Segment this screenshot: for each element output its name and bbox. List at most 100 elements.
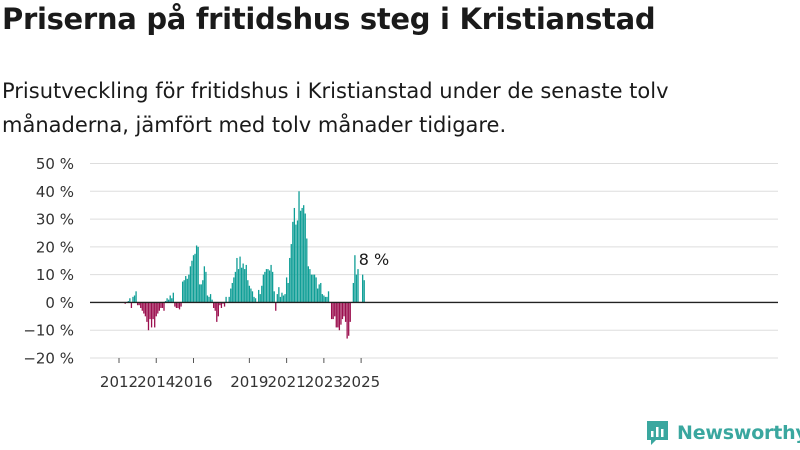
bar [287, 282, 289, 303]
bar [349, 302, 351, 322]
bar [275, 302, 277, 311]
bar [295, 224, 297, 303]
bar [344, 302, 347, 322]
bar [273, 291, 275, 303]
x-tick-label: 2014 [137, 373, 175, 391]
bar [138, 302, 140, 306]
bar [140, 302, 142, 308]
bar [152, 302, 154, 320]
bar [225, 296, 227, 303]
newsworthy-logo-icon [647, 421, 668, 445]
bar [313, 274, 316, 303]
y-tick-label: 0 % [45, 294, 74, 312]
bar [192, 255, 195, 303]
bar [281, 292, 283, 303]
bar [346, 302, 348, 339]
bar [168, 299, 170, 303]
bar [309, 269, 311, 303]
y-tick-label: 10 % [36, 266, 74, 284]
bar [164, 301, 167, 303]
bar [318, 284, 320, 303]
bar [258, 289, 260, 303]
bar [290, 244, 292, 303]
bar [157, 302, 159, 314]
bar [141, 302, 143, 311]
bar [188, 274, 190, 303]
x-tick-label: 2021 [268, 373, 306, 391]
bar [208, 296, 210, 303]
bar [220, 302, 223, 308]
bar [338, 302, 341, 331]
chart-title: Priserna på fritidshus steg i Kristianst… [2, 2, 656, 36]
bar [149, 302, 151, 320]
bar [289, 257, 291, 303]
bar [237, 269, 240, 303]
bar [223, 302, 226, 307]
bar [233, 277, 235, 303]
bar [174, 302, 176, 307]
brand-logo: Newsworthy [645, 418, 800, 448]
bar [321, 294, 323, 303]
bar [265, 269, 268, 303]
bar [216, 302, 218, 322]
y-tick-label: −20 % [23, 350, 74, 368]
bar [228, 296, 230, 303]
bar [282, 295, 285, 303]
bar [160, 302, 162, 308]
bar [209, 294, 212, 303]
bar [330, 302, 333, 320]
bar [150, 302, 153, 328]
bar [136, 302, 139, 306]
bar [303, 205, 305, 303]
bar [326, 296, 328, 303]
bar [254, 298, 257, 303]
bar [205, 271, 207, 303]
bar [357, 269, 359, 303]
bar [231, 282, 233, 303]
bar [132, 296, 134, 303]
bar [334, 302, 336, 317]
bar [200, 284, 202, 303]
bar [348, 302, 350, 336]
bar [251, 291, 254, 303]
bar [292, 221, 294, 303]
bar [219, 302, 221, 306]
bar [267, 269, 269, 303]
bar [352, 282, 355, 303]
bar [317, 288, 319, 303]
bar [129, 298, 131, 303]
bar [161, 302, 164, 308]
bar [299, 210, 302, 303]
bar [155, 302, 157, 317]
bar [158, 302, 161, 311]
bar [250, 288, 252, 303]
bar [298, 191, 300, 303]
brand-name: Newsworthy [677, 422, 800, 444]
y-tick-label: 50 % [36, 155, 74, 173]
bar [186, 278, 188, 303]
bar [191, 260, 193, 303]
bar [214, 302, 216, 311]
bar [341, 302, 344, 320]
bar [276, 294, 278, 303]
bar [185, 276, 187, 303]
bar [206, 295, 209, 303]
bar [194, 253, 196, 303]
bar [315, 277, 317, 303]
y-tick-label: 20 % [36, 238, 74, 256]
bar [199, 284, 201, 303]
bar [354, 255, 356, 303]
bar [323, 295, 325, 303]
bar [166, 298, 168, 303]
bar [343, 302, 345, 317]
bar [312, 274, 314, 303]
bar [268, 270, 271, 303]
bar [147, 302, 150, 331]
annotations: 8 % [359, 250, 389, 269]
x-tick-label: 2025 [342, 373, 380, 391]
bar [279, 296, 282, 303]
bar [247, 280, 249, 303]
y-tick-label: 40 % [36, 183, 74, 201]
bar [211, 299, 213, 303]
bar [340, 302, 342, 325]
